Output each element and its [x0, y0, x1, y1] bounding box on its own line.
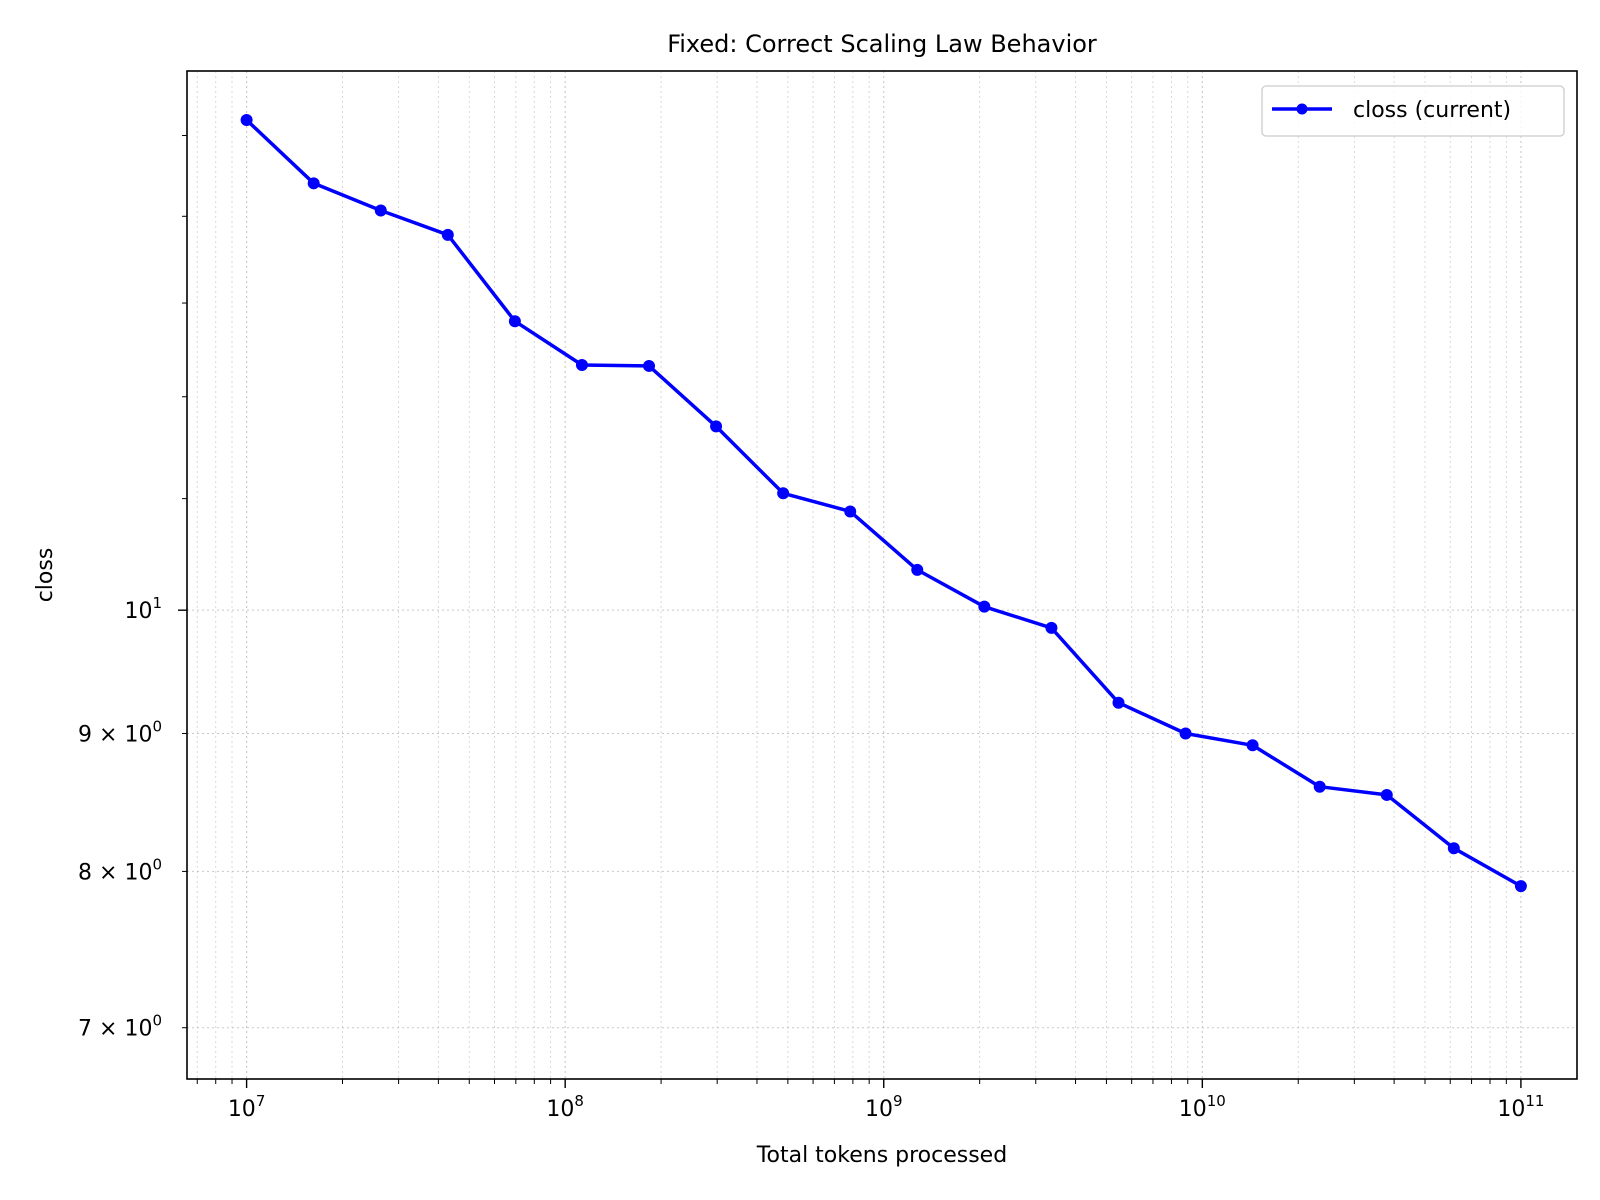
data-point [1514, 880, 1527, 893]
data-point [777, 487, 790, 500]
legend-marker-swatch [1296, 103, 1308, 115]
data-point [508, 315, 521, 328]
legend: closs (current) [1261, 85, 1565, 137]
data-point [240, 114, 253, 127]
data-point [1112, 696, 1125, 709]
x-tick-label-exponent: 7 [256, 1092, 266, 1110]
x-tick-label-base: 10 [1179, 1097, 1207, 1122]
data-point [643, 359, 656, 372]
x-tick-label: 108 [546, 1092, 584, 1122]
x-tick-label-base: 10 [1497, 1097, 1525, 1122]
x-axis-label: Total tokens processed [756, 1143, 1007, 1168]
data-point [441, 228, 454, 241]
x-tick-label-exponent: 10 [1207, 1092, 1226, 1110]
y-tick-label-exponent: 0 [152, 1012, 162, 1030]
x-tick-label: 107 [228, 1092, 266, 1122]
data-point [307, 177, 320, 190]
series-line [245, 118, 1522, 888]
y-tick-label: 9 × 100 [78, 718, 162, 748]
data-point [1313, 780, 1326, 793]
x-tick-label: 109 [865, 1092, 903, 1122]
y-tick-label-base: 9 × 10 [78, 723, 152, 748]
legend-label: closs (current) [1353, 98, 1511, 123]
x-tick-label: 1011 [1497, 1092, 1544, 1122]
data-series [240, 114, 1527, 893]
x-tick-label-exponent: 11 [1525, 1092, 1544, 1110]
x-tick-label-base: 10 [228, 1097, 256, 1122]
y-tick-label-exponent: 1 [152, 594, 162, 612]
y-tick-label: 7 × 100 [78, 1012, 162, 1042]
y-tick-label: 8 × 100 [78, 855, 162, 885]
data-point [978, 600, 991, 613]
data-point [1045, 621, 1058, 634]
y-tick-label-base: 7 × 10 [78, 1017, 152, 1042]
x-tick-label: 1010 [1179, 1092, 1226, 1122]
x-tick-label-base: 10 [546, 1097, 574, 1122]
data-point [1246, 739, 1259, 752]
x-tick-label-base: 10 [865, 1097, 893, 1122]
y-tick-label-base: 8 × 10 [78, 860, 152, 885]
x-tick-label-exponent: 9 [893, 1092, 903, 1110]
data-point [1380, 788, 1393, 801]
chart-title: Fixed: Correct Scaling Law Behavior [667, 30, 1097, 58]
data-point [374, 204, 387, 217]
y-tick-label: 101 [124, 594, 162, 624]
y-axis-label: closs [33, 548, 58, 603]
data-point [1179, 727, 1192, 740]
legend-box [1261, 85, 1565, 137]
data-point [1447, 842, 1460, 855]
grid [187, 71, 1577, 1079]
data-point [844, 505, 857, 518]
y-tick-label-exponent: 0 [152, 855, 162, 873]
x-tick-label-exponent: 8 [574, 1092, 584, 1110]
y-tick-label-base: 10 [124, 599, 152, 624]
y-tick-label-exponent: 0 [152, 718, 162, 736]
data-point [575, 358, 588, 371]
data-point [911, 563, 924, 576]
data-point [710, 420, 723, 433]
plot-area [186, 70, 1578, 1080]
